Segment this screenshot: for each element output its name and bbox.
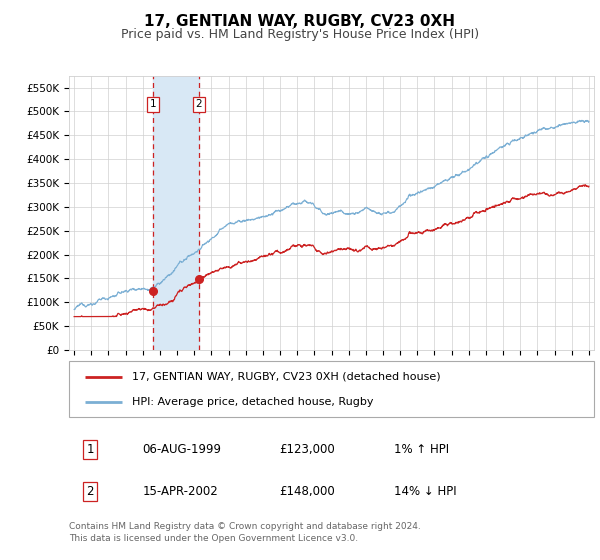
Bar	[153, 76, 199, 350]
Text: 17, GENTIAN WAY, RUGBY, CV23 0XH: 17, GENTIAN WAY, RUGBY, CV23 0XH	[145, 14, 455, 29]
Text: 06-AUG-1999: 06-AUG-1999	[143, 443, 221, 456]
Text: £148,000: £148,000	[279, 485, 335, 498]
Text: 1: 1	[149, 100, 156, 109]
Text: Contains HM Land Registry data © Crown copyright and database right 2024.
This d: Contains HM Land Registry data © Crown c…	[69, 522, 421, 543]
Text: 15-APR-2002: 15-APR-2002	[143, 485, 218, 498]
Text: 14% ↓ HPI: 14% ↓ HPI	[395, 485, 457, 498]
Text: Price paid vs. HM Land Registry's House Price Index (HPI): Price paid vs. HM Land Registry's House …	[121, 28, 479, 41]
Text: 17, GENTIAN WAY, RUGBY, CV23 0XH (detached house): 17, GENTIAN WAY, RUGBY, CV23 0XH (detach…	[132, 372, 440, 382]
Text: 2: 2	[86, 485, 94, 498]
FancyBboxPatch shape	[69, 361, 594, 417]
Text: 2: 2	[196, 100, 202, 109]
Text: 1: 1	[86, 443, 94, 456]
Text: HPI: Average price, detached house, Rugby: HPI: Average price, detached house, Rugb…	[132, 396, 373, 407]
Text: 1% ↑ HPI: 1% ↑ HPI	[395, 443, 449, 456]
Text: £123,000: £123,000	[279, 443, 335, 456]
